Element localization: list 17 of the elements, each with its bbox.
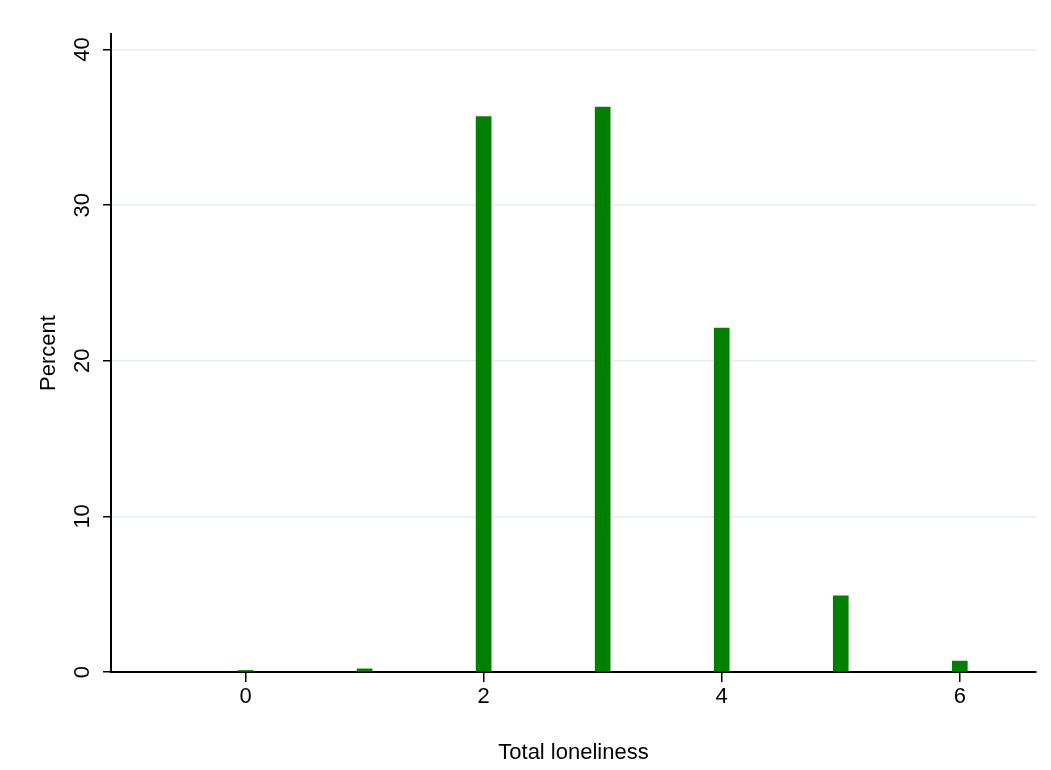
bar	[356, 668, 373, 672]
x-axis-title: Total loneliness	[498, 738, 649, 764]
bar	[713, 327, 730, 672]
y-tick-label: 40	[69, 37, 95, 62]
x-tick-label: 2	[477, 683, 490, 709]
bar	[951, 660, 968, 672]
x-tick-label: 4	[715, 683, 728, 709]
bar	[475, 116, 492, 672]
x-tick-label: 0	[239, 683, 252, 709]
y-tick-label: 20	[69, 348, 95, 374]
y-axis-title: Percent	[35, 315, 61, 391]
y-tick-label: 10	[69, 504, 95, 529]
y-tick-label: 30	[69, 192, 95, 218]
bar	[594, 106, 611, 672]
x-tick-label: 6	[953, 683, 966, 709]
y-tick-label: 0	[69, 665, 95, 679]
bar	[832, 595, 849, 672]
